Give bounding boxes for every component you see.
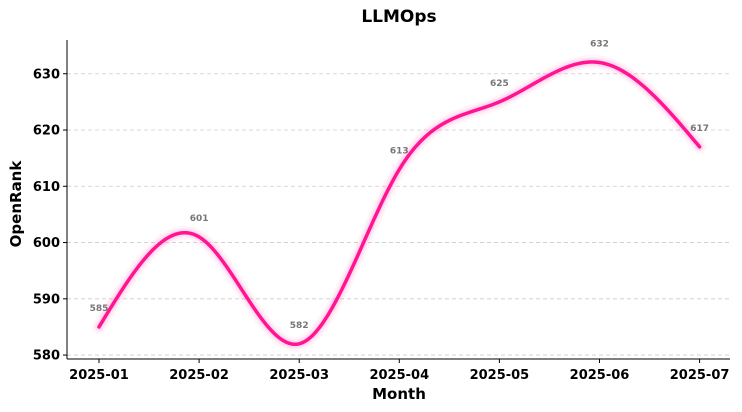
series-glow [92, 54, 707, 352]
data-label: 582 [290, 321, 309, 331]
series-line [97, 60, 702, 347]
y-tick-label: 600 [33, 236, 60, 251]
series-glow-stroke [94, 56, 705, 350]
series-glow-stroke [95, 58, 704, 348]
y-tick-label: 580 [33, 349, 60, 364]
chart-title: LLMOps [361, 7, 436, 27]
data-labels: 585 601 582 613 625 632 617 [90, 40, 709, 331]
x-tick-label: 2025-05 [470, 368, 530, 383]
x-axis-label: Month [372, 385, 426, 403]
x-tick-label: 2025-02 [169, 368, 229, 383]
y-tick-label: 630 [33, 67, 60, 82]
series-glow-stroke [92, 54, 707, 352]
x-ticks: 2025-01 2025-02 2025-03 2025-04 2025-05 2025-… [69, 359, 729, 383]
x-tick-label: 2025-03 [269, 368, 329, 383]
y-axis-label: OpenRank [7, 160, 25, 248]
x-tick-label: 2025-01 [69, 368, 129, 383]
y-tick-label: 610 [33, 180, 60, 195]
y-tick-label: 590 [33, 292, 60, 307]
x-tick-label: 2025-06 [570, 368, 630, 383]
data-label: 617 [690, 124, 709, 134]
y-tick-label: 620 [33, 124, 60, 139]
data-label: 585 [90, 304, 109, 314]
data-label: 613 [390, 146, 409, 156]
x-tick-label: 2025-07 [670, 368, 730, 383]
x-tick-label: 2025-04 [369, 368, 429, 383]
data-label: 601 [190, 214, 209, 224]
grid-lines [67, 73, 730, 356]
y-ticks: 580 590 600 610 620 630 [33, 67, 67, 364]
data-label: 632 [590, 40, 609, 50]
data-label: 625 [490, 79, 509, 89]
